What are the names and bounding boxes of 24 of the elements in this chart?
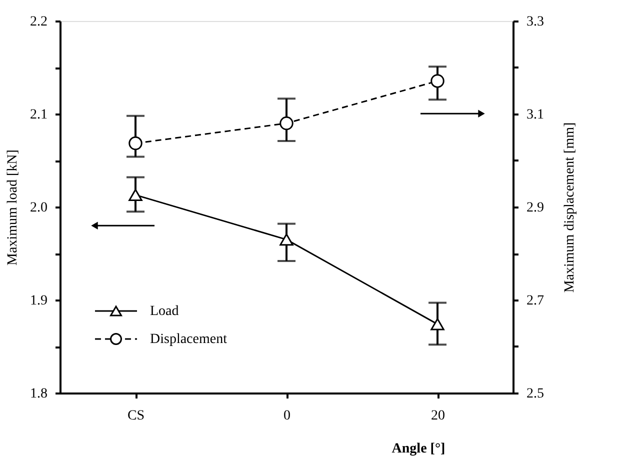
point [280,233,294,246]
y2-tick-label: 2.9 [526,200,544,216]
legend-label: Displacement [150,332,228,347]
y-tick-label: 2.0 [30,200,48,216]
y-tick-label: 2.2 [30,14,48,30]
y2-tick-label: 3.3 [526,14,544,30]
x-tick-label: 0 [284,408,290,424]
y-tick-label: 2.1 [30,108,48,122]
point [430,74,444,88]
x-tick-label: 20 [431,408,445,424]
legend-label: Load [150,304,179,319]
point [128,136,142,150]
y2-tick-label: 2.7 [526,294,544,308]
point [280,116,294,130]
y2-axis-title: Maximum displacement [mm] [562,122,578,293]
y-tick-label: 1.8 [30,386,48,402]
y2-tick-label: 3.1 [526,108,544,122]
y-tick-label: 1.9 [30,294,48,308]
x-tick-label: CS [127,408,145,424]
y-axis-title: Maximum load [kN] [6,150,20,266]
point [128,188,142,201]
x-axis-title: Angle [°] [392,442,446,456]
point [430,318,444,330]
y2-tick-label: 2.5 [526,386,544,402]
